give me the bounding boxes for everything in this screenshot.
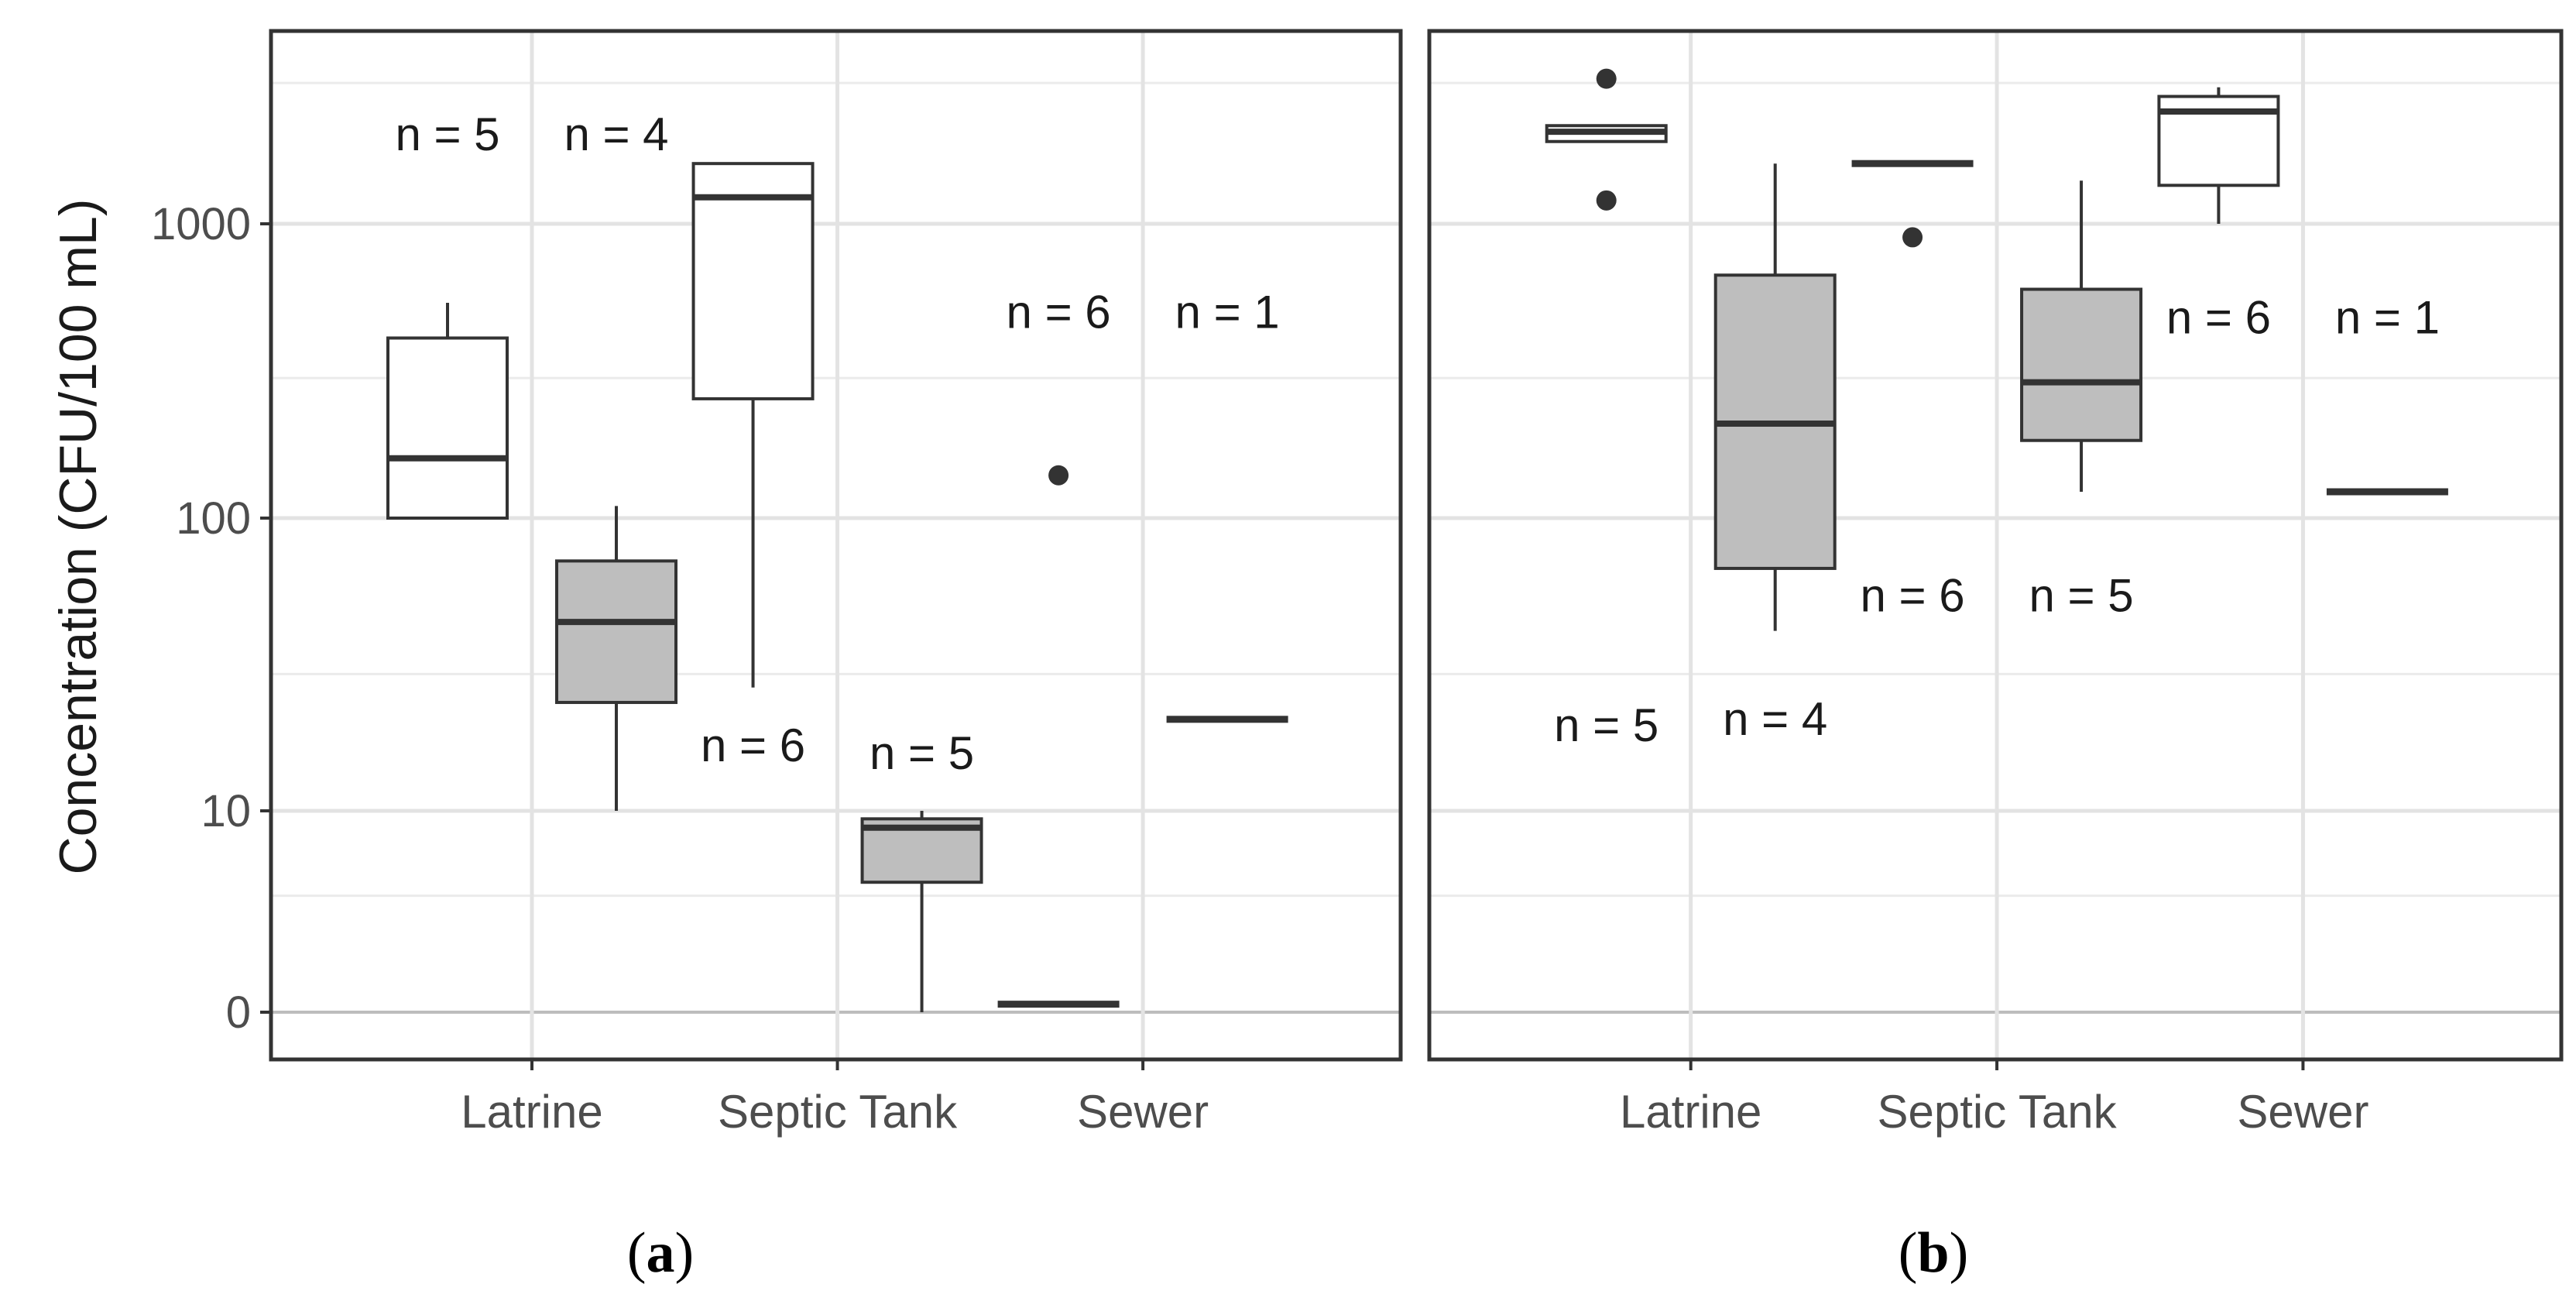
sample-size-label: n = 5 bbox=[395, 108, 499, 160]
sample-size-label: n = 6 bbox=[1860, 570, 1964, 622]
sample-size-label: n = 5 bbox=[1554, 699, 1658, 751]
y-tick-label: 100 bbox=[176, 493, 251, 544]
outlier-point bbox=[1596, 68, 1617, 89]
outlier-point bbox=[1902, 227, 1923, 248]
sample-size-label: n = 1 bbox=[1175, 287, 1280, 338]
panel-caption-b: (b) bbox=[1899, 1221, 1968, 1285]
panel-b: n = 5 n = 4 n = 6 n = 5 n = 6 n = 1 Latrine Sep… bbox=[1427, 29, 2564, 1138]
sample-size-label: n = 5 bbox=[870, 727, 974, 779]
panel-border bbox=[269, 29, 1403, 1062]
outlier-point bbox=[1596, 190, 1617, 211]
box-body bbox=[691, 162, 815, 400]
panel-label-b: b bbox=[1917, 1221, 1949, 1285]
y-axis-title: Concentration (CFU/100 mL) bbox=[49, 198, 108, 874]
sample-size-label: n = 6 bbox=[2166, 291, 2271, 343]
x-tick-label: Sewer bbox=[2237, 1086, 2368, 1138]
sample-size-label: n = 6 bbox=[1007, 287, 1111, 338]
sample-size-label: n = 5 bbox=[2029, 570, 2133, 622]
box-body bbox=[2020, 287, 2143, 442]
y-tick-label: 10 bbox=[201, 786, 251, 836]
sample-size-label: n = 4 bbox=[1723, 693, 1827, 745]
x-tick-label: Septic Tank bbox=[1878, 1086, 2118, 1138]
x-tick-label: Latrine bbox=[1620, 1086, 1761, 1138]
sample-size-label: n = 1 bbox=[2335, 291, 2440, 343]
box-body bbox=[555, 559, 678, 705]
panel-a: n = 5 n = 4 n = 6 n = 5 n = 6 n = 1 Latrine Sep… bbox=[151, 29, 1403, 1138]
x-tick-label: Septic Tank bbox=[718, 1086, 958, 1138]
x-tick-label: Latrine bbox=[461, 1086, 602, 1138]
panel-caption-a: (a) bbox=[627, 1221, 694, 1285]
sample-size-label: n = 4 bbox=[564, 108, 668, 160]
x-tick-label: Sewer bbox=[1077, 1086, 1209, 1138]
panel-border bbox=[1427, 29, 2564, 1062]
sample-size-label: n = 6 bbox=[701, 719, 805, 771]
box-body bbox=[386, 336, 509, 520]
outlier-point bbox=[1048, 465, 1069, 486]
y-tick-label: 1000 bbox=[151, 199, 251, 249]
y-tick-label: 0 bbox=[226, 987, 251, 1038]
panel-label-a: a bbox=[647, 1221, 675, 1285]
